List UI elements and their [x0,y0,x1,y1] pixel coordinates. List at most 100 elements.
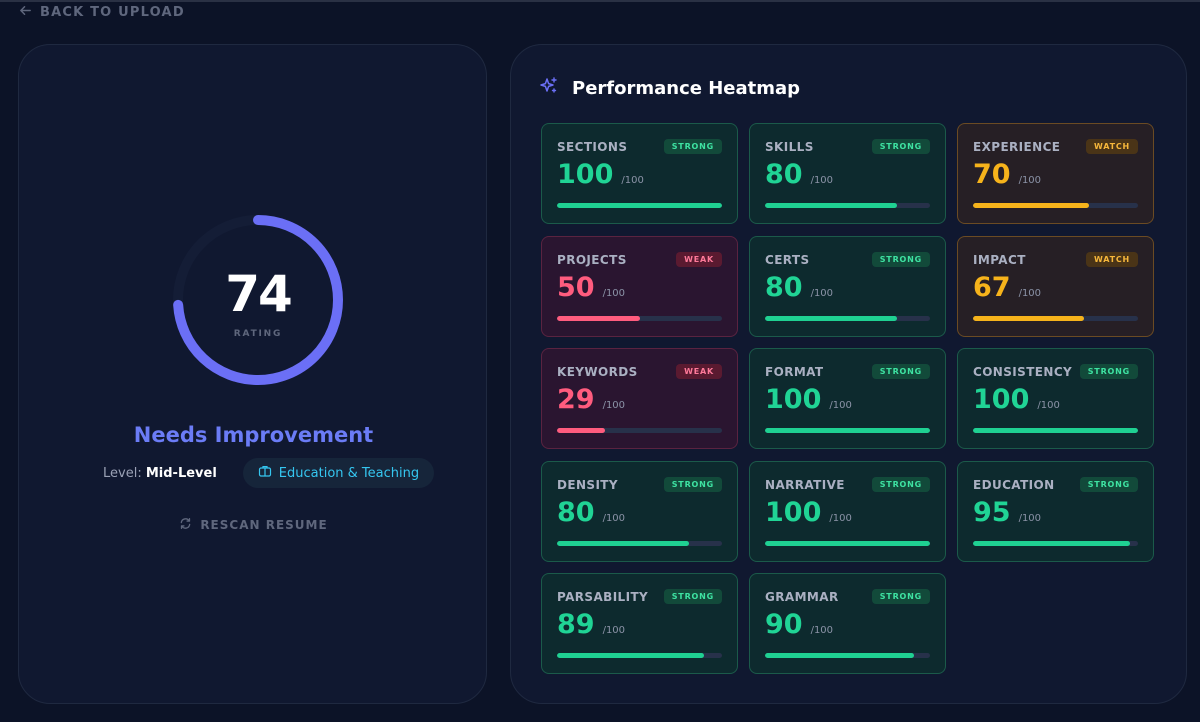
score-bar-fill [557,653,704,658]
tile-score: 80 [765,271,803,303]
tile-denominator: /100 [829,512,852,524]
score-bar-fill [557,428,605,433]
status-badge: STRONG [1079,364,1138,379]
level-row: Level: Mid-Level Education & Teaching [103,458,435,488]
status-badge: WATCH [1085,139,1138,154]
score-bar-fill [765,315,897,321]
score-summary-card: 74 RATING Needs Improvement Level: Mid-L… [18,44,487,704]
score-bar-fill [557,203,722,208]
status-badge: STRONG [871,589,930,604]
level-prefix: Level: [103,465,142,481]
tile-score: 95 [973,496,1011,528]
tile-education[interactable]: EDUCATION STRONG 95/100 [957,460,1154,562]
tile-score: 67 [973,271,1011,303]
top-divider [0,0,1200,2]
verdict-text: Needs Improvement [133,423,374,447]
score-bar-fill [973,540,1130,546]
score-bar [973,540,1138,546]
tile-grammar[interactable]: GRAMMAR STRONG 90/100 [749,573,946,674]
tile-score-row: 90/100 [765,609,930,641]
rescan-label: RESCAN RESUME [200,518,328,532]
score-gauge [163,205,353,395]
tile-skills[interactable]: SKILLS STRONG 80/100 [749,123,946,224]
heatmap-grid: SECTIONS STRONG 100/100 SKILLS STRONG 80/100 E… [541,123,1154,674]
heatmap-title: Performance Heatmap [572,78,801,99]
score-bar-fill [765,653,914,658]
tile-name: PARSABILITY [557,590,649,604]
tile-projects[interactable]: PROJECTS WEAK 50/100 [541,235,738,337]
back-label: BACK TO UPLOAD [40,5,185,20]
status-badge: WEAK [676,251,722,267]
score-bar [973,203,1138,208]
tile-impact[interactable]: IMPACT WATCH 67/100 [957,235,1154,337]
tile-denominator: /100 [1018,512,1042,524]
tile-parsability[interactable]: PARSABILITY STRONG 89/100 [541,573,738,674]
tile-density[interactable]: DENSITY STRONG 80/100 [541,460,738,562]
tile-score-row: 100/100 [765,384,930,416]
tile-score: 100 [765,496,822,528]
tile-score-row: 70/100 [973,159,1138,191]
score-gauge-arc [173,215,343,385]
score-value: 74 [225,265,293,323]
tile-denominator: /100 [1018,287,1042,299]
tile-certs[interactable]: CERTS STRONG 80/100 [749,235,946,337]
score-bar [765,203,930,208]
tile-keywords[interactable]: KEYWORDS WEAK 29/100 [541,348,738,449]
score-bar [557,428,722,433]
tile-score-row: 89/100 [557,609,722,641]
tile-denominator: /100 [602,625,626,636]
tile-consistency[interactable]: CONSISTENCY STRONG 100/100 [957,348,1154,449]
score-bar-fill [765,428,930,433]
score-bar [557,540,722,546]
tile-name: DENSITY [557,477,618,492]
tile-score: 100 [557,159,614,190]
sparkle-icon [539,76,559,101]
score-bar [973,315,1138,321]
status-badge: STRONG [663,589,722,604]
tile-score: 70 [973,159,1011,190]
tile-score-row: 29/100 [557,384,722,416]
tile-score: 100 [765,384,822,415]
tile-format[interactable]: FORMAT STRONG 100/100 [749,348,946,449]
status-badge: STRONG [663,139,722,154]
tile-score-row: 50/100 [557,272,722,304]
tile-score: 80 [557,496,595,528]
tile-name: GRAMMAR [765,590,839,604]
tile-name: CONSISTENCY [973,365,1073,379]
tile-experience[interactable]: EXPERIENCE WATCH 70/100 [957,123,1154,224]
score-bar [557,315,722,321]
status-badge: STRONG [871,364,930,379]
tile-score-row: 100/100 [557,159,722,191]
arrow-left-icon [19,4,32,21]
status-badge: STRONG [871,476,930,492]
tile-denominator: /100 [829,400,852,411]
briefcase-icon [258,464,272,482]
tile-denominator: /100 [1018,175,1042,186]
tile-denominator: /100 [621,175,644,186]
tile-name: NARRATIVE [765,477,845,492]
tile-sections[interactable]: SECTIONS STRONG 100/100 [541,123,738,224]
tile-name: EXPERIENCE [973,140,1061,154]
tile-name: KEYWORDS [557,365,638,379]
industry-pill[interactable]: Education & Teaching [242,458,435,488]
rescan-resume-button[interactable]: RESCAN RESUME [19,517,488,533]
score-bar-fill [973,315,1084,321]
tile-score: 80 [765,159,803,190]
score-bar [557,203,722,208]
status-badge: WATCH [1085,251,1138,267]
tile-name: SECTIONS [557,140,628,154]
tile-denominator: /100 [602,512,626,524]
score-bar-fill [973,203,1089,208]
tile-denominator: /100 [602,287,626,299]
level-value: Mid-Level [145,465,217,481]
status-badge: WEAK [676,364,722,379]
score-bar-fill [973,428,1138,433]
tile-name: SKILLS [765,140,814,154]
performance-heatmap-card: Performance Heatmap SECTIONS STRONG 100/10… [510,44,1187,704]
tile-name: FORMAT [765,365,824,379]
status-badge: STRONG [1079,476,1138,492]
back-to-upload-link[interactable]: BACK TO UPLOAD [19,4,185,21]
score-bar-fill [557,540,689,546]
tile-narrative[interactable]: NARRATIVE STRONG 100/100 [749,460,946,562]
score-bar [557,653,722,658]
